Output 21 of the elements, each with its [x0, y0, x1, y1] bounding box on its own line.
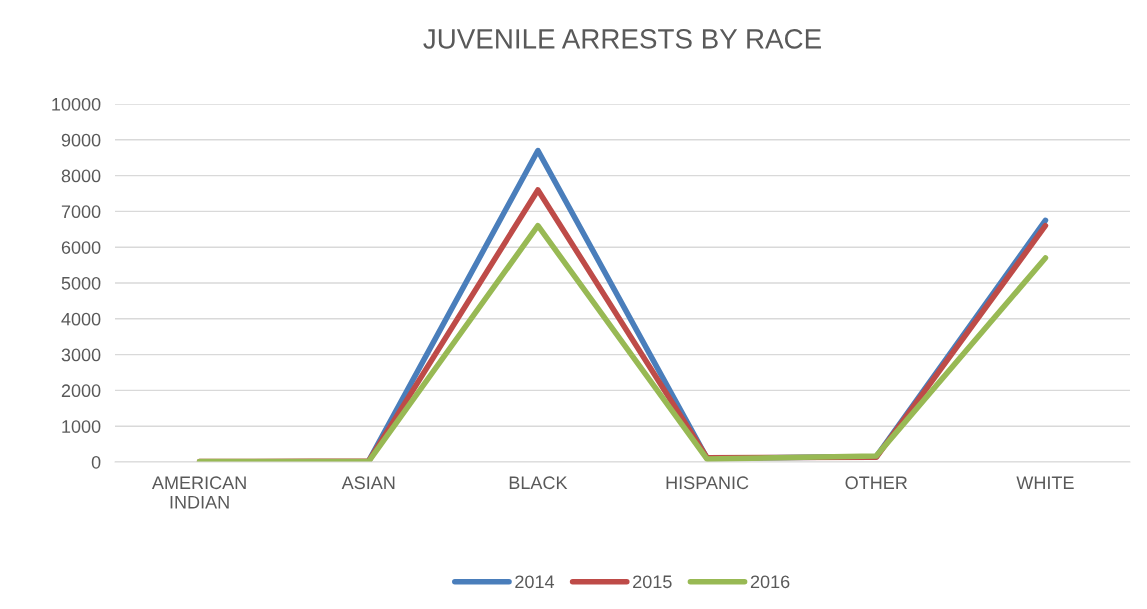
legend-label: 2015 [633, 575, 672, 589]
x-tick-label: WHITE [1016, 476, 1074, 489]
y-tick-label: 2000 [61, 384, 101, 398]
chart-title: JUVENILE ARRESTS BY RACE [423, 29, 821, 49]
y-tick-label: 1000 [62, 420, 101, 433]
y-tick-label: 7000 [61, 205, 101, 219]
y-tick-label: 8000 [61, 169, 101, 183]
legend-label: 2014 [515, 575, 555, 589]
y-tick-label: 0 [91, 455, 101, 469]
x-tick-label: OTHER [845, 476, 908, 490]
y-tick-label: 10000 [52, 97, 101, 111]
y-tick-label: 3000 [61, 348, 101, 362]
x-tick-label: HISPANIC [666, 476, 749, 490]
y-tick-label: 4000 [61, 312, 101, 326]
legend-label: 2016 [750, 575, 790, 589]
x-tick-label: AMERICAN INDIAN [151, 476, 246, 509]
x-tick-label: BLACK [509, 476, 568, 490]
y-tick-label: 5000 [61, 276, 101, 290]
y-tick-label: 9000 [61, 133, 101, 147]
y-tick-label: 6000 [61, 241, 101, 254]
x-tick-label: ASIAN [341, 476, 395, 490]
